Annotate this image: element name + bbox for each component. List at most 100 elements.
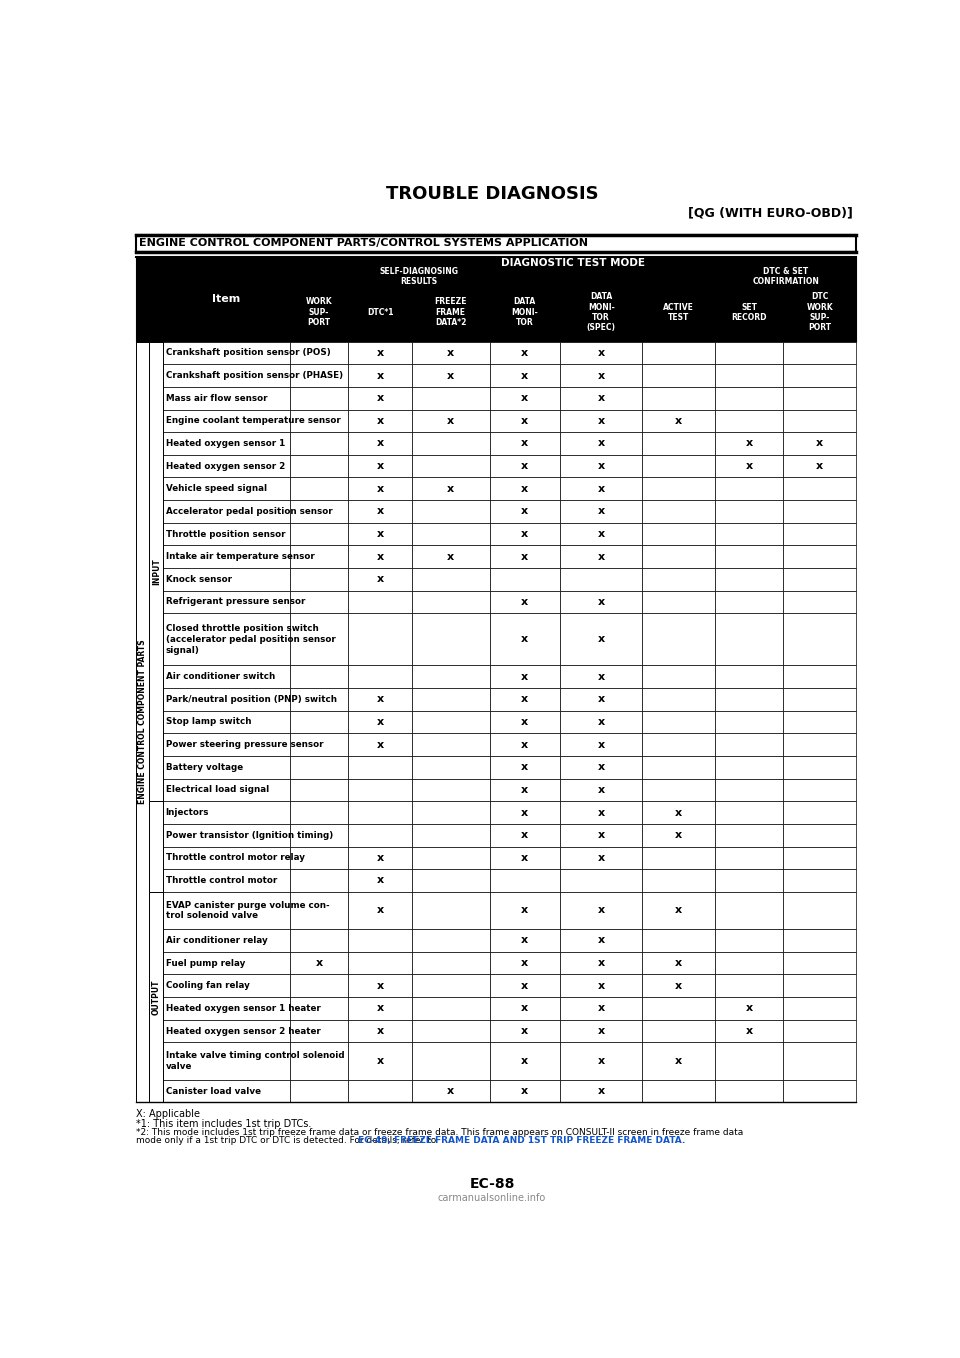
Bar	[163, 614, 290, 665]
Bar	[715, 1080, 783, 1103]
Bar	[290, 364, 348, 387]
Text: x: x	[521, 694, 528, 705]
Bar	[163, 665, 290, 689]
Bar	[412, 689, 490, 710]
Text: EVAP canister purge volume con-
trol solenoid valve: EVAP canister purge volume con- trol sol…	[166, 900, 329, 921]
Text: carmanualsonline.info: carmanualsonline.info	[438, 1192, 546, 1203]
Bar	[348, 387, 412, 410]
Text: x: x	[521, 959, 528, 968]
Bar	[290, 869, 348, 892]
Bar	[412, 710, 490, 733]
Bar	[715, 282, 783, 342]
Bar	[642, 997, 715, 1020]
Bar	[290, 257, 856, 270]
Bar	[642, 929, 715, 952]
Text: x: x	[521, 980, 528, 991]
Bar	[783, 1043, 856, 1080]
Text: Electrical load signal: Electrical load signal	[166, 785, 269, 794]
Text: x: x	[447, 551, 454, 562]
Text: WORK
SUP-
PORT: WORK SUP- PORT	[306, 297, 332, 327]
Bar	[490, 282, 560, 342]
Bar	[715, 478, 783, 500]
Text: SET
RECORD: SET RECORD	[732, 303, 767, 322]
Bar	[715, 824, 783, 846]
Bar	[290, 892, 348, 929]
Bar	[163, 523, 290, 546]
Text: Power steering pressure sensor: Power steering pressure sensor	[166, 740, 324, 750]
Bar	[290, 756, 348, 778]
Bar	[412, 733, 490, 756]
Bar	[642, 689, 715, 710]
Bar	[348, 282, 412, 342]
Bar	[715, 689, 783, 710]
Text: x: x	[521, 394, 528, 403]
Text: x: x	[598, 785, 605, 794]
Bar	[783, 869, 856, 892]
Text: Item: Item	[212, 295, 241, 304]
Text: Closed throttle position switch
(accelerator pedal position sensor
signal): Closed throttle position switch (acceler…	[166, 625, 335, 655]
Bar	[290, 614, 348, 665]
Bar	[642, 364, 715, 387]
Bar	[490, 478, 560, 500]
Bar	[348, 432, 412, 455]
Bar	[412, 756, 490, 778]
Text: INPUT: INPUT	[152, 558, 161, 585]
Bar	[163, 778, 290, 801]
Text: x: x	[447, 348, 454, 359]
Bar	[348, 410, 412, 432]
Text: x: x	[447, 371, 454, 380]
Bar	[490, 523, 560, 546]
Text: DTC & SET
CONFIRMATION: DTC & SET CONFIRMATION	[753, 266, 819, 287]
Bar	[715, 342, 783, 364]
Bar	[135, 257, 163, 342]
Text: Heated oxygen sensor 2 heater: Heated oxygen sensor 2 heater	[166, 1027, 321, 1036]
Text: x: x	[598, 483, 605, 494]
Bar	[560, 824, 642, 846]
Text: x: x	[598, 853, 605, 862]
Bar	[715, 997, 783, 1020]
Text: x: x	[376, 416, 384, 426]
Bar	[560, 952, 642, 975]
Bar	[348, 756, 412, 778]
Bar	[412, 500, 490, 523]
Text: x: x	[521, 1086, 528, 1096]
Bar	[560, 568, 642, 591]
Bar	[163, 710, 290, 733]
Text: x: x	[376, 1057, 384, 1066]
Bar	[715, 387, 783, 410]
Bar	[715, 952, 783, 975]
Text: x: x	[521, 634, 528, 644]
Bar	[290, 342, 348, 364]
Text: ENGINE CONTROL COMPONENT PARTS/CONTROL SYSTEMS APPLICATION: ENGINE CONTROL COMPONENT PARTS/CONTROL S…	[139, 239, 588, 249]
Text: x: x	[447, 483, 454, 494]
Text: x: x	[521, 483, 528, 494]
Bar	[560, 1080, 642, 1103]
Text: x: x	[598, 348, 605, 359]
Bar	[163, 952, 290, 975]
Text: Intake valve timing control solenoid
valve: Intake valve timing control solenoid val…	[166, 1051, 345, 1071]
Bar	[163, 257, 290, 342]
Text: x: x	[598, 936, 605, 945]
Bar	[783, 432, 856, 455]
Bar	[490, 869, 560, 892]
Bar	[290, 997, 348, 1020]
Bar	[412, 665, 490, 689]
Bar	[560, 478, 642, 500]
Bar	[290, 1043, 348, 1080]
Bar	[560, 1020, 642, 1043]
Bar	[163, 1020, 290, 1043]
Text: x: x	[376, 717, 384, 727]
Text: x: x	[598, 371, 605, 380]
Bar	[290, 432, 348, 455]
Bar	[412, 432, 490, 455]
Text: x: x	[598, 717, 605, 727]
Bar	[348, 568, 412, 591]
Bar	[290, 478, 348, 500]
Bar	[560, 892, 642, 929]
Bar	[348, 500, 412, 523]
Bar	[348, 710, 412, 733]
Text: x: x	[376, 439, 384, 448]
Bar	[163, 733, 290, 756]
Bar	[560, 665, 642, 689]
Text: x: x	[598, 507, 605, 516]
